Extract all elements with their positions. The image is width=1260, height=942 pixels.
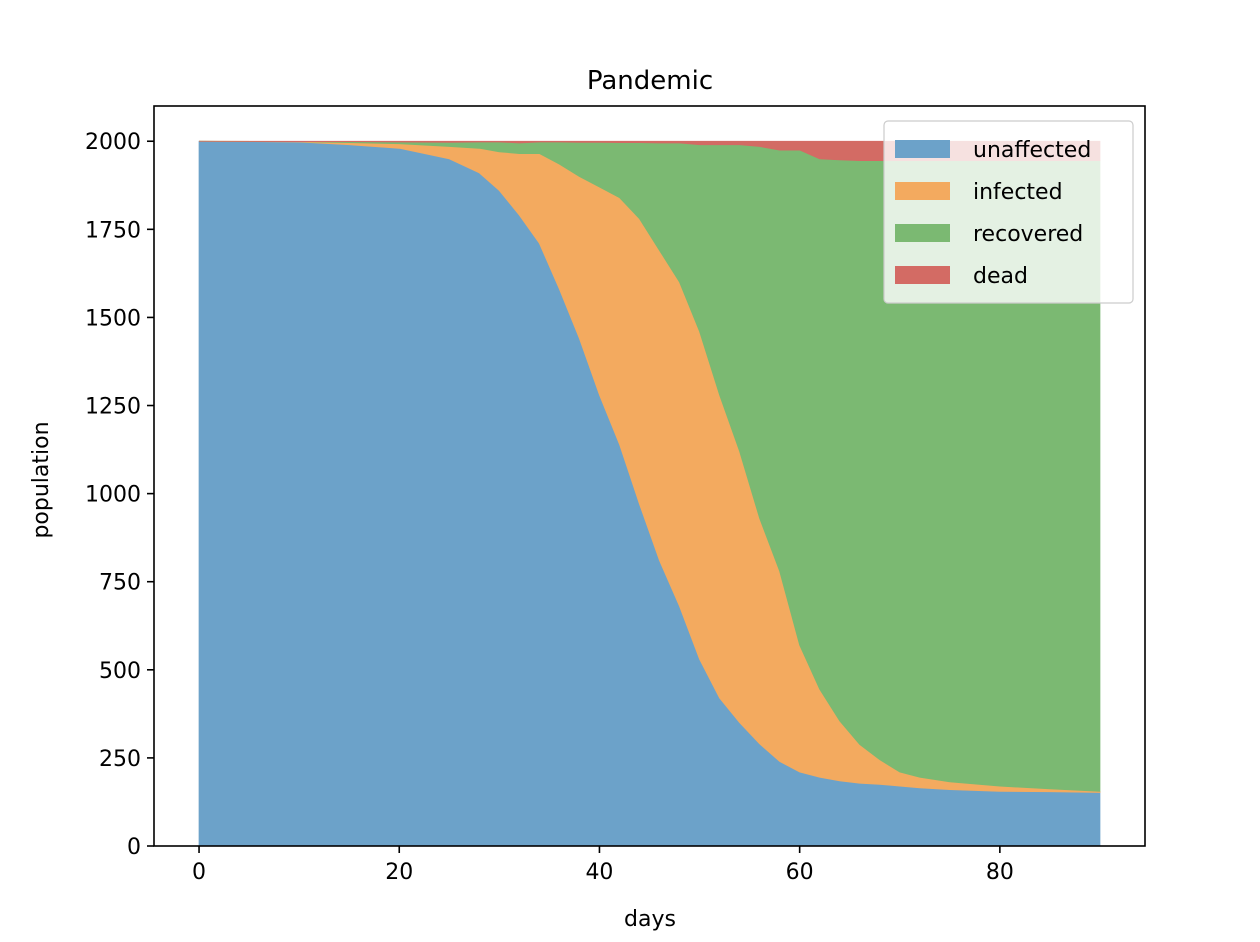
legend-swatch-recovered — [895, 224, 950, 242]
x-tick-label: 60 — [786, 860, 814, 885]
y-axis: 0 250 500 750 1000 1250 1500 1750 2000 — [85, 130, 154, 860]
y-tick-label: 1750 — [85, 218, 141, 243]
y-tick-label: 1250 — [85, 395, 141, 420]
y-tick-label: 2000 — [85, 130, 141, 155]
chart-title: Pandemic — [587, 66, 713, 96]
x-tick-label: 80 — [986, 860, 1014, 885]
legend-label-dead: dead — [973, 264, 1028, 289]
legend-swatch-infected — [895, 182, 950, 200]
legend-swatch-dead — [895, 266, 950, 284]
legend-swatch-unaffected — [895, 140, 950, 158]
legend-label-infected: infected — [973, 180, 1063, 205]
y-tick-label: 500 — [99, 659, 141, 684]
y-tick-label: 250 — [99, 747, 141, 772]
legend: unaffected infected recovered dead — [883, 120, 1134, 304]
x-tick-label: 20 — [385, 860, 413, 885]
x-axis: 0 20 40 60 80 — [192, 846, 1014, 885]
legend-label-recovered: recovered — [973, 222, 1083, 247]
legend-label-unaffected: unaffected — [973, 138, 1091, 163]
y-tick-label: 1000 — [85, 483, 141, 508]
y-tick-label: 1500 — [85, 306, 141, 331]
x-tick-label: 40 — [585, 860, 613, 885]
legend-frame — [883, 120, 1134, 304]
x-axis-label: days — [624, 907, 676, 932]
plot-frame — [153, 105, 1146, 847]
x-tick-label: 0 — [192, 860, 206, 885]
y-axis-label: population — [29, 421, 54, 538]
y-tick-label: 0 — [127, 835, 141, 860]
y-tick-label: 750 — [99, 571, 141, 596]
